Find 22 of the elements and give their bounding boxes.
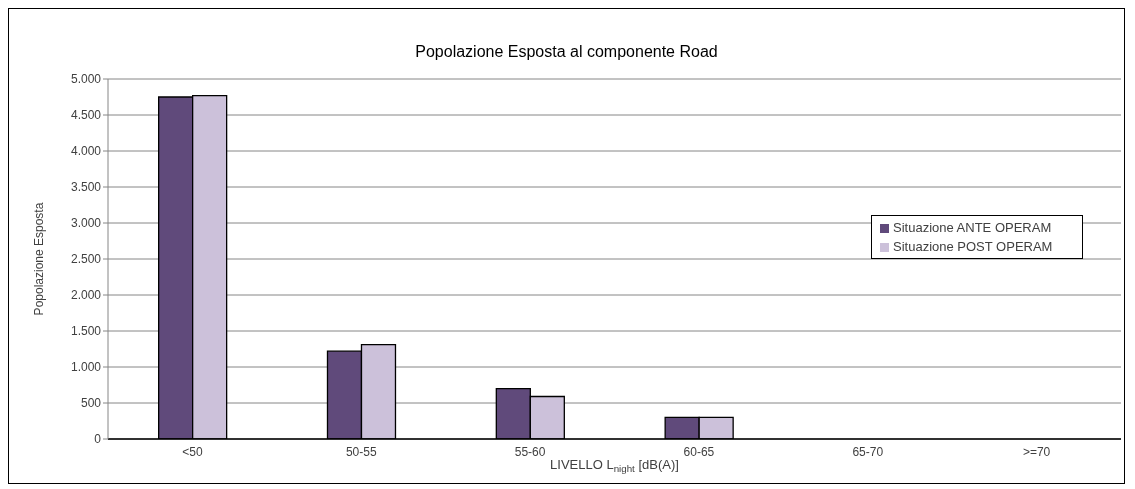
x-tick-label: 50-55: [345, 444, 377, 459]
y-tick-label: 5.000: [70, 72, 102, 87]
x-tick-label: 55-60: [514, 444, 546, 459]
y-tick-label: 1.000: [70, 360, 102, 375]
x-tick-label: <50: [182, 444, 203, 459]
y-tick-label: 3.000: [70, 216, 102, 231]
y-tick-label: 0: [94, 432, 102, 447]
y-tick-label: 2.000: [70, 288, 102, 303]
y-tick-label: 3.500: [70, 180, 102, 195]
y-tick-label: 1.500: [70, 324, 102, 339]
y-axis-title: Popolazione Esposta: [32, 202, 47, 316]
y-tick-label: 4.500: [70, 108, 102, 123]
y-tick-label: 2.500: [70, 252, 102, 267]
x-axis-title: LIVELLO L$_{night}$ [dB(A)]: [550, 457, 679, 474]
x-tick-label: 60-65: [683, 444, 715, 459]
chart-title: Popolazione Esposta al componente Road: [414, 43, 719, 61]
x-tick-label: 65-70: [852, 444, 884, 459]
y-tick-label: 500: [80, 396, 102, 411]
x-tick-label: >=70: [1022, 444, 1051, 459]
legend-label: Situazione POST OPERAM: [893, 239, 1053, 254]
y-tick-label: 4.000: [70, 144, 102, 159]
legend-label: Situazione ANTE OPERAM: [893, 220, 1052, 235]
